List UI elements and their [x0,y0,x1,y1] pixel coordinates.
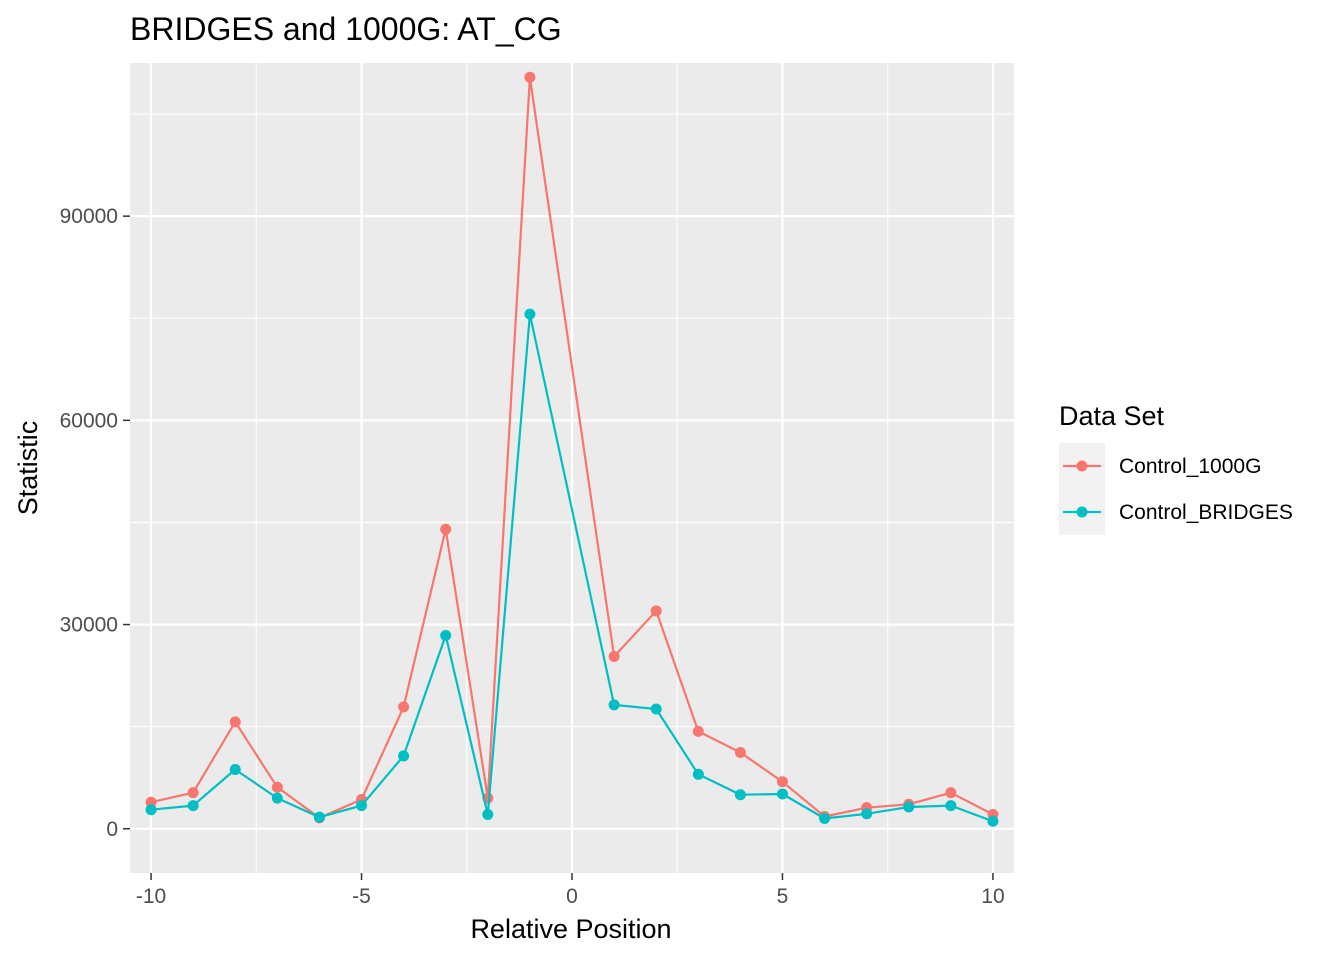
data-point [524,71,536,83]
data-point [734,747,746,759]
data-point [734,789,746,801]
x-tick-label: 10 [981,885,1004,908]
chart-title: BRIDGES and 1000G: AT_CG [130,11,562,47]
grid-major [130,63,1014,873]
data-point [945,800,957,812]
data-point [524,308,536,320]
legend-title: Data Set [1059,401,1165,431]
data-point [187,800,199,812]
data-point [776,788,788,800]
series-layer [145,71,999,827]
data-point [313,811,325,823]
data-point [356,800,368,812]
x-tick-label: 5 [777,885,789,908]
data-point [271,781,283,793]
legend-key-point [1076,506,1088,518]
x-tick-label: -10 [136,885,166,908]
data-point [608,651,620,663]
legend-item: Control_BRIDGES [1059,489,1293,535]
data-point [271,792,283,804]
data-point [440,523,452,535]
legend: Data Set Control_1000G Control_BRIDGES [1059,401,1293,535]
data-point [650,703,662,715]
data-point [229,764,241,776]
y-tick-label: 90000 [60,205,118,228]
legend-label: Control_1000G [1119,455,1261,478]
x-axis-title: Relative Position [470,914,671,944]
data-point [145,804,157,816]
legend-key-point [1076,460,1088,472]
series-Control_BRIDGES [145,308,999,827]
y-tick-label: 60000 [60,409,118,432]
data-point [819,813,831,825]
data-point [692,725,704,737]
x-tick-label: 0 [566,885,578,908]
y-tick-label: 30000 [60,614,118,637]
data-point [398,750,410,762]
series-line [150,313,994,823]
series-line [150,76,994,820]
x-axis: -10 -5 0 5 10 [136,873,1005,908]
data-point [398,701,410,713]
data-point [903,801,915,813]
data-point [608,699,620,711]
legend-label: Control_BRIDGES [1119,501,1293,524]
data-point [776,776,788,788]
y-axis-title: Statistic [13,421,43,516]
data-point [987,815,999,827]
y-tick-label: 0 [106,818,118,841]
data-point [440,629,452,641]
data-point [945,787,957,799]
y-axis: 0 30000 60000 90000 [60,205,130,841]
data-point [861,808,873,820]
data-point [482,808,494,820]
data-point [650,605,662,617]
data-point [692,768,704,780]
data-point [187,787,199,799]
x-tick-label: -5 [352,885,371,908]
data-point [229,716,241,728]
legend-item: Control_1000G [1059,443,1261,489]
